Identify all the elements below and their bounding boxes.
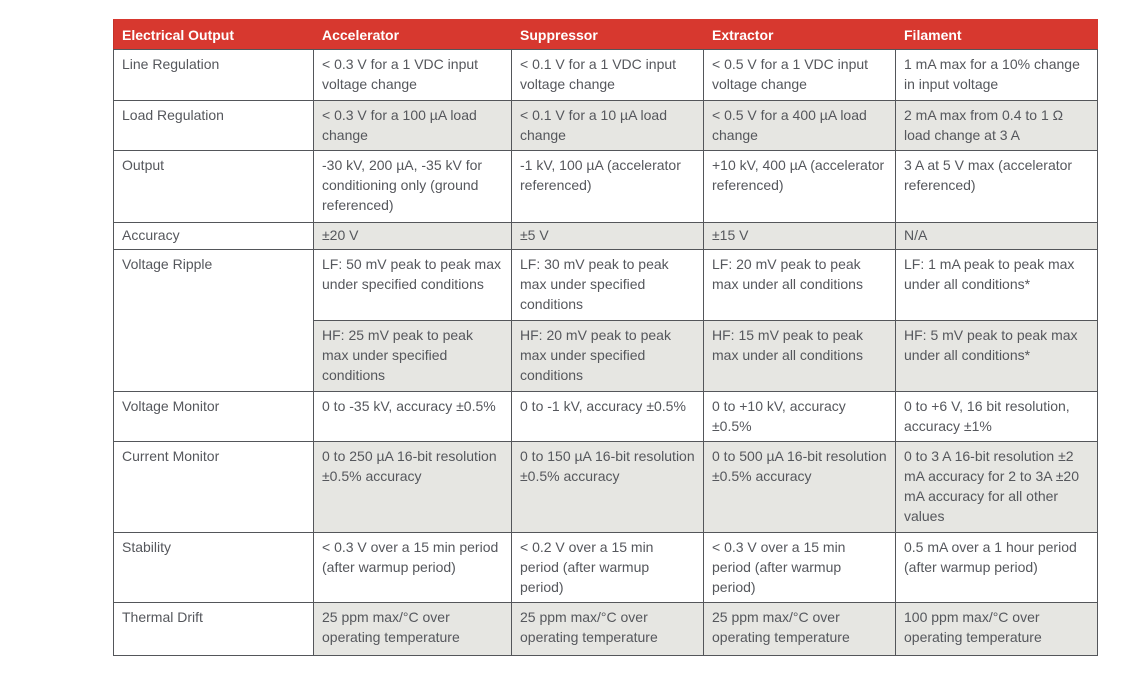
spec-cell: N/A: [895, 222, 1098, 250]
column-header-electrical-output: Electrical Output: [113, 19, 314, 50]
table-row-stability: Stability < 0.3 V over a 15 min period (…: [113, 532, 1098, 603]
spec-row-label: Current Monitor: [113, 441, 314, 533]
spec-cell: < 0.3 V over a 15 min period (after warm…: [313, 532, 512, 603]
spec-cell: 0 to 500 µA 16-bit resolution ±0.5% accu…: [703, 441, 896, 533]
spec-cell: ±5 V: [511, 222, 704, 250]
spec-cell: < 0.3 V for a 100 µA load change: [313, 100, 512, 151]
spec-cell: 2 mA max from 0.4 to 1 Ω load change at …: [895, 100, 1098, 151]
spec-cell: ±20 V: [313, 222, 512, 250]
spec-cell: < 0.2 V over a 15 min period (after warm…: [511, 532, 704, 603]
spec-row-label: Line Regulation: [113, 49, 314, 101]
spec-cell: 25 ppm max/°C over operating temperature: [313, 602, 512, 656]
table-row-line-regulation: Line Regulation < 0.3 V for a 1 VDC inpu…: [113, 49, 1098, 101]
column-header-filament: Filament: [895, 19, 1098, 50]
spec-cell: 0.5 mA over a 1 hour period (after warmu…: [895, 532, 1098, 603]
spec-cell: 0 to 250 µA 16-bit resolution ±0.5% accu…: [313, 441, 512, 533]
spec-cell: < 0.5 V for a 400 µA load change: [703, 100, 896, 151]
column-header-extractor: Extractor: [703, 19, 896, 50]
spec-row-label: Stability: [113, 532, 314, 603]
table-row-voltage-monitor: Voltage Monitor 0 to -35 kV, accuracy ±0…: [113, 391, 1098, 442]
spec-cell: 100 ppm max/°C over operating temperatur…: [895, 602, 1098, 656]
table-row-output: Output -30 kV, 200 µA, -35 kV for condit…: [113, 150, 1098, 223]
spec-cell: 0 to +6 V, 16 bit resolution, accuracy ±…: [895, 391, 1098, 442]
table-row-current-monitor: Current Monitor 0 to 250 µA 16-bit resol…: [113, 441, 1098, 533]
spec-cell: 3 A at 5 V max (accelerator referenced): [895, 150, 1098, 223]
spec-cell: < 0.3 V over a 15 min period (after warm…: [703, 532, 896, 603]
spec-cell: 25 ppm max/°C over operating temperature: [511, 602, 704, 656]
table-row-voltage-ripple-hf: HF: 25 mV peak to peak max under specifi…: [114, 320, 1098, 392]
spec-cell: < 0.1 V for a 1 VDC input voltage change: [511, 49, 704, 101]
table-row-voltage-ripple-lf: Voltage Ripple LF: 50 mV peak to peak ma…: [113, 249, 1098, 392]
spec-cell: < 0.1 V for a 10 µA load change: [511, 100, 704, 151]
spec-cell: 0 to -1 kV, accuracy ±0.5%: [511, 391, 704, 442]
spec-cell: 1 mA max for a 10% change in input volta…: [895, 49, 1098, 101]
spec-cell: LF: 1 mA peak to peak max under all cond…: [895, 249, 1098, 321]
spec-row-label: Voltage Monitor: [113, 391, 314, 442]
spec-cell: -1 kV, 100 µA (accelerator referenced): [511, 150, 704, 223]
column-header-suppressor: Suppressor: [511, 19, 704, 50]
spec-cell: +10 kV, 400 µA (accelerator referenced): [703, 150, 896, 223]
spec-row-label: Thermal Drift: [113, 602, 314, 656]
spec-cell: < 0.5 V for a 1 VDC input voltage change: [703, 49, 896, 101]
spec-row-label: Voltage Ripple: [113, 249, 314, 392]
spec-cell: LF: 50 mV peak to peak max under specifi…: [313, 249, 512, 321]
spec-cell: 0 to 3 A 16-bit resolution ±2 mA accurac…: [895, 441, 1098, 533]
table-row-accuracy: Accuracy ±20 V ±5 V ±15 V N/A: [113, 222, 1098, 250]
table-row-load-regulation: Load Regulation < 0.3 V for a 100 µA loa…: [113, 100, 1098, 151]
spec-cell: < 0.3 V for a 1 VDC input voltage change: [313, 49, 512, 101]
spec-cell: LF: 30 mV peak to peak max under specifi…: [511, 249, 704, 321]
spec-cell: HF: 20 mV peak to peak max under specifi…: [511, 320, 704, 392]
spec-cell: -30 kV, 200 µA, -35 kV for conditioning …: [313, 150, 512, 223]
spec-cell: HF: 5 mV peak to peak max under all cond…: [895, 320, 1098, 392]
spec-cell: 25 ppm max/°C over operating temperature: [703, 602, 896, 656]
electrical-output-spec-table: Electrical Output Accelerator Suppressor…: [113, 19, 1098, 656]
table-row-thermal-drift: Thermal Drift 25 ppm max/°C over operati…: [113, 602, 1098, 656]
spec-cell: 0 to +10 kV, accuracy ±0.5%: [703, 391, 896, 442]
spec-cell: LF: 20 mV peak to peak max under all con…: [703, 249, 896, 321]
spec-cell: HF: 25 mV peak to peak max under specifi…: [313, 320, 512, 392]
spec-row-label: Output: [113, 150, 314, 223]
table-header-row: Electrical Output Accelerator Suppressor…: [113, 19, 1098, 50]
spec-cell: 0 to -35 kV, accuracy ±0.5%: [313, 391, 512, 442]
spec-cell: ±15 V: [703, 222, 896, 250]
spec-row-label: Load Regulation: [113, 100, 314, 151]
spec-row-label: Accuracy: [113, 222, 314, 250]
column-header-accelerator: Accelerator: [313, 19, 512, 50]
spec-cell: HF: 15 mV peak to peak max under all con…: [703, 320, 896, 392]
spec-cell: 0 to 150 µA 16-bit resolution ±0.5% accu…: [511, 441, 704, 533]
